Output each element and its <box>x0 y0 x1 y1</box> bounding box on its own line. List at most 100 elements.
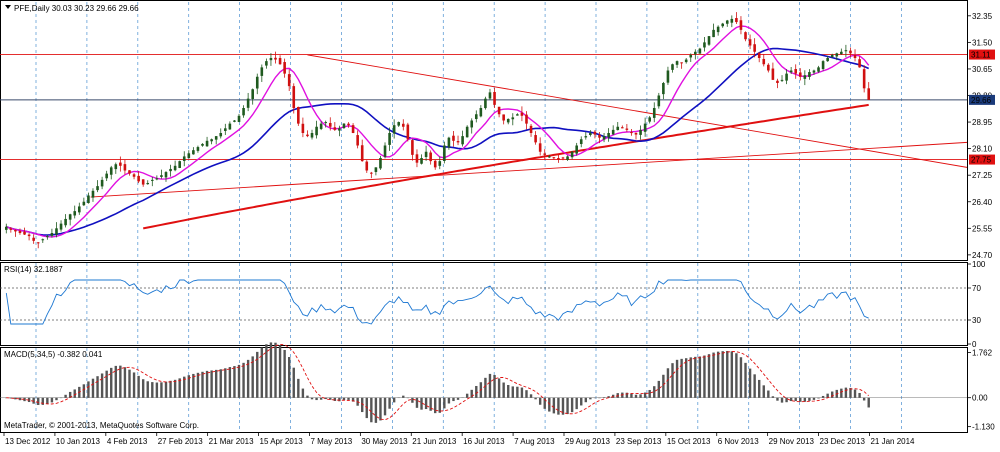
price-tick-label: 30.65 <box>972 65 993 74</box>
macd-title: MACD(5,34,5) -0.382 0.041 <box>4 350 103 359</box>
macd-tick-label: 1.762 <box>972 349 993 358</box>
rsi-title: RSI(14) 32.1887 <box>4 265 63 274</box>
macd-bar <box>712 352 715 398</box>
macd-bar <box>488 373 492 398</box>
rsi-tick-label: 70 <box>972 284 981 293</box>
candle-body <box>675 61 679 65</box>
macd-bar <box>429 397 432 411</box>
candle-body <box>543 153 547 155</box>
macd-bar <box>497 378 501 398</box>
macd-bar <box>561 397 565 415</box>
macd-bar <box>821 395 825 398</box>
macd-bar <box>114 365 117 398</box>
macd-bar <box>214 369 218 398</box>
macd-bar <box>671 363 674 398</box>
macd-bar <box>119 365 122 398</box>
candle-body <box>164 172 168 178</box>
candle-body <box>662 83 665 95</box>
macd-bar <box>151 382 154 398</box>
candle-body <box>141 179 145 185</box>
macd-bar <box>361 397 364 413</box>
macd-bar <box>653 386 656 398</box>
candle-body <box>652 108 656 118</box>
candle-body <box>18 231 22 233</box>
macd-bar <box>812 397 816 400</box>
macd-bar <box>397 397 400 399</box>
macd-bar <box>735 353 738 398</box>
candle-body <box>411 140 414 155</box>
macd-bar <box>602 397 606 398</box>
candle-body <box>862 69 866 89</box>
macd-bar <box>146 381 149 398</box>
main-panel-frame <box>0 0 968 261</box>
macd-bar <box>64 394 67 398</box>
candle-body <box>789 70 793 73</box>
candle-body <box>744 32 747 40</box>
candle-body <box>297 106 300 124</box>
price-tick-label: 26.40 <box>972 198 993 207</box>
macd-bar <box>306 395 309 398</box>
macd-bar <box>246 359 250 398</box>
macd-bar <box>18 397 22 401</box>
candle-body <box>233 120 236 122</box>
macd-tick-label: 0.00 <box>972 394 988 403</box>
candle-body <box>561 157 565 159</box>
candle-body <box>155 178 159 180</box>
ma-mid-line <box>6 47 870 236</box>
macd-bar <box>484 377 487 398</box>
macd-bar <box>493 374 496 398</box>
candle-body <box>415 154 419 163</box>
candle-body <box>237 115 241 122</box>
candle-body <box>269 58 273 61</box>
macd-bar <box>228 367 232 398</box>
date-label: 16 Jul 2013 <box>463 437 505 446</box>
candle-body <box>821 61 825 70</box>
candle-body <box>516 114 519 116</box>
trendline <box>90 141 968 198</box>
macd-bar <box>552 397 556 414</box>
macd-bar <box>73 389 76 398</box>
price-layer <box>0 12 968 249</box>
macd-bar <box>639 394 642 398</box>
macd-bar <box>543 397 546 409</box>
candle-body <box>64 218 67 226</box>
macd-bar <box>91 378 95 398</box>
date-label: 29 Nov 2013 <box>769 437 815 446</box>
rsi-tick-label: 100 <box>972 260 986 269</box>
macd-bar <box>721 351 724 398</box>
macd-bar <box>538 397 542 405</box>
macd-bar <box>771 396 775 398</box>
macd-bar <box>625 392 629 398</box>
macd-layer <box>0 342 967 423</box>
candle-body <box>520 112 524 116</box>
macd-bar <box>575 397 578 410</box>
candle-body <box>388 133 391 145</box>
macd-bar <box>105 370 108 398</box>
macd-bar <box>470 389 473 398</box>
macd-bar <box>265 344 268 398</box>
candle-body <box>160 175 163 177</box>
macd-bar <box>570 397 574 413</box>
price-tick-label: 24.70 <box>972 251 993 260</box>
macd-panel-frame <box>0 347 968 433</box>
candle-body <box>251 89 254 99</box>
macd-bar <box>128 369 131 398</box>
candle-body <box>470 120 474 128</box>
macd-bar <box>593 397 597 399</box>
macd-bar <box>607 396 610 398</box>
dropdown-arrow-icon[interactable] <box>5 5 11 9</box>
candle-body <box>712 29 715 38</box>
macd-bar <box>269 342 273 398</box>
macd-bar <box>689 357 692 398</box>
candle-body <box>420 158 423 164</box>
candle-body <box>794 69 798 74</box>
macd-bar <box>516 386 519 398</box>
date-label: 23 Sep 2013 <box>616 437 662 446</box>
candle-body <box>205 140 209 147</box>
macd-bar <box>803 397 807 402</box>
macd-bar <box>611 394 615 398</box>
macd-bar <box>666 368 670 398</box>
macd-bar <box>456 397 460 400</box>
macd-bar <box>507 384 510 398</box>
macd-bar <box>438 397 441 413</box>
